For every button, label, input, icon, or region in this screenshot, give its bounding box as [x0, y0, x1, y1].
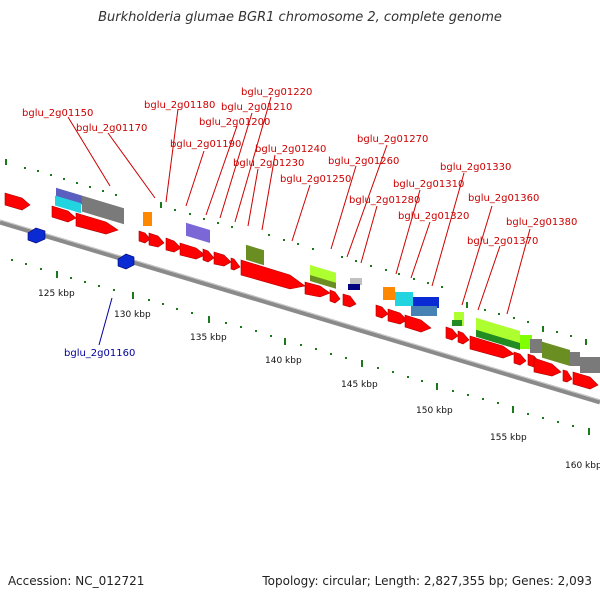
- gene-arrows: [4, 192, 599, 390]
- map-title: Burkholderia glumae BGR1 chromosome 2, c…: [98, 10, 502, 25]
- upper-features: [55, 187, 600, 373]
- gene-label-bglu-2g01220: bglu_2g01220: [241, 87, 312, 98]
- reverse-strand-genes: [27, 227, 135, 270]
- gene-label-bglu-2g01320: bglu_2g01320: [398, 211, 469, 222]
- gene-label-bglu-2g01210: bglu_2g01210: [221, 102, 292, 113]
- upper-tick-track: [5, 159, 587, 345]
- ruler-label-130: 130 kbp: [114, 310, 151, 320]
- genome-backbone: [0, 219, 600, 405]
- ruler-label-135: 135 kbp: [190, 333, 227, 343]
- gene-label-bglu-2g01170: bglu_2g01170: [76, 123, 147, 134]
- accession-text: Accession: NC_012721: [8, 574, 145, 588]
- gene-label-bglu-2g01200: bglu_2g01200: [199, 117, 270, 128]
- gene-label-bglu-2g01230: bglu_2g01230: [233, 158, 304, 169]
- gene-label-bglu-2g01190: bglu_2g01190: [170, 139, 241, 150]
- gene-label-bglu-2g01270: bglu_2g01270: [357, 134, 428, 145]
- label-leader-line-blue: [98, 297, 113, 346]
- ruler-label-145: 145 kbp: [341, 380, 378, 390]
- gene-label-bglu-2g01240: bglu_2g01240: [255, 144, 326, 155]
- ruler-label-150: 150 kbp: [416, 406, 453, 416]
- gene-label-bglu-2g01150: bglu_2g01150: [22, 108, 93, 119]
- genome-stats-text: Topology: circular; Length: 2,827,355 bp…: [262, 574, 592, 588]
- gene-label-bglu-2g01310: bglu_2g01310: [393, 179, 464, 190]
- gene-label-bglu-2g01250: bglu_2g01250: [280, 174, 351, 185]
- ruler-tick-track: [11, 259, 590, 435]
- ruler-label-155: 155 kbp: [490, 433, 527, 443]
- gene-label-bglu-2g01180: bglu_2g01180: [144, 100, 215, 111]
- ruler-label-125: 125 kbp: [38, 289, 75, 299]
- ruler-label-140: 140 kbp: [265, 356, 302, 366]
- label-leader-lines: [67, 96, 531, 315]
- gene-label-bglu-2g01280: bglu_2g01280: [349, 195, 420, 206]
- gene-label-bglu-2g01160: bglu_2g01160: [64, 348, 135, 359]
- gene-label-bglu-2g01260: bglu_2g01260: [328, 156, 399, 167]
- ruler-label-160: 160 kbp: [565, 461, 600, 471]
- gene-label-bglu-2g01380: bglu_2g01380: [506, 217, 577, 228]
- gene-label-bglu-2g01370: bglu_2g01370: [467, 236, 538, 247]
- gene-label-bglu-2g01360: bglu_2g01360: [468, 193, 539, 204]
- gene-label-bglu-2g01330: bglu_2g01330: [440, 162, 511, 173]
